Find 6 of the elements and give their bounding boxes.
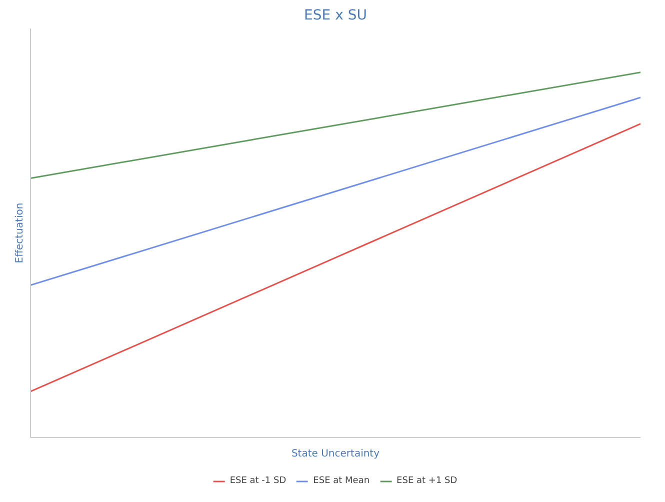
legend-label: ESE at Mean (313, 476, 370, 486)
legend-label: ESE at +1 SD (396, 476, 458, 486)
chart-title: ESE x SU (304, 8, 367, 24)
x-axis-title: State Uncertainty (291, 448, 380, 460)
y-axis-title: Effectuation (14, 202, 26, 264)
legend-label: ESE at -1 SD (230, 476, 286, 486)
